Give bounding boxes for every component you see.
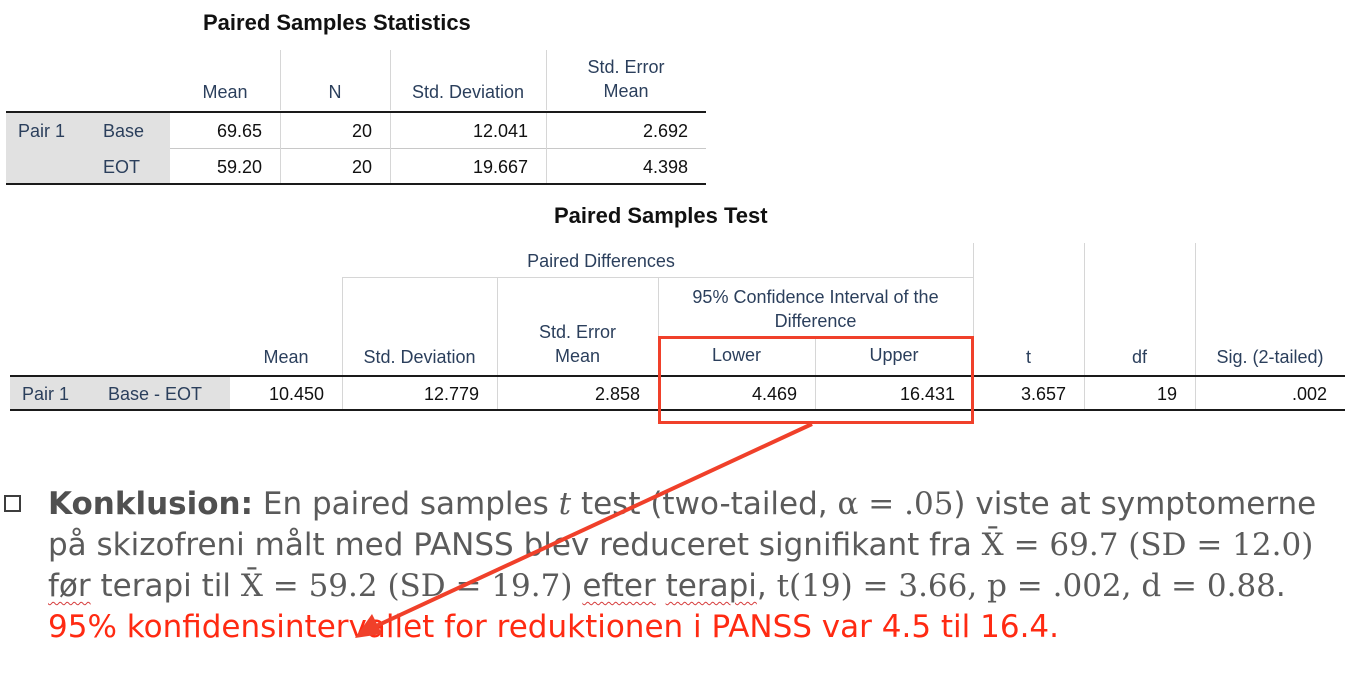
stats-cell-mean: 59.20: [216, 157, 262, 177]
conclusion-text-part: [656, 568, 666, 604]
test-ci-header-line2: Difference: [774, 311, 857, 331]
test-header-upper: Upper: [869, 345, 919, 365]
test-col-divider: [658, 277, 659, 375]
test-cell-lower: 4.469: [751, 384, 797, 404]
stats-header-std-err: Std. Error Mean: [546, 55, 706, 103]
stats-row-label: Base: [103, 121, 145, 141]
stats-cell-std-dev: 12.041: [472, 121, 528, 141]
test-header-std-err-line2: Mean: [554, 346, 601, 366]
test-pair-label: Pair 1: [22, 384, 70, 404]
conclusion-label: Konklusion:: [48, 486, 253, 522]
stats-col-divider: [280, 113, 281, 184]
test-cell-std-dev: 12.779: [423, 384, 479, 404]
stats-cell-n: 20: [351, 157, 372, 177]
conclusion-text-part: .: [1275, 568, 1286, 604]
stats-bottom-rule: [6, 183, 706, 185]
test-cell-mean: 10.450: [268, 384, 324, 404]
test-col-divider: [342, 377, 343, 409]
test-header-df: df: [1131, 347, 1147, 367]
stats-cell-std-dev: 19.667: [472, 157, 528, 177]
checkbox-bullet-icon: [4, 495, 21, 512]
conclusion-math: t(19) = 3.66, p = .002, d = 0.88: [776, 568, 1276, 604]
spellcheck-word: terapi: [665, 568, 757, 604]
conclusion-text-part: ,: [756, 568, 777, 604]
conclusion-text-part: terapi til: [90, 568, 241, 604]
conclusion-highlight: 95% konfidensintervallet for reduktionen…: [48, 609, 1060, 645]
conclusion-math: α = .05: [837, 486, 954, 522]
stats-cell-n: 20: [351, 121, 372, 141]
ci-highlight-box: [658, 336, 974, 424]
stats-cell-std-err: 4.398: [642, 157, 688, 177]
test-header-mean: Mean: [263, 347, 309, 367]
test-bottom-rule: [10, 409, 1345, 411]
test-row-label: Base - EOT: [108, 384, 203, 404]
test-col-divider: [815, 337, 816, 375]
test-ci-header-line1: 95% Confidence Interval of the: [692, 287, 939, 307]
test-group-header: Paired Differences: [527, 251, 675, 271]
stats-row-label-shade: [6, 113, 170, 184]
stats-header-std-err-line1: Std. Error: [587, 57, 665, 77]
test-col-divider: [497, 377, 498, 409]
test-header-std-err-line1: Std. Error: [538, 322, 617, 342]
stats-header-std-dev: Std. Deviation: [411, 82, 525, 102]
test-cell-upper: 16.431: [899, 384, 955, 404]
test-cell-std-err: 2.858: [594, 384, 640, 404]
test-table-title: Paired Samples Test: [554, 203, 768, 228]
test-header-rule: [10, 375, 1345, 377]
test-header-lower: Lower: [711, 345, 762, 365]
test-header-std-err: Std. Error Mean: [497, 320, 658, 368]
test-col-divider: [1084, 377, 1085, 409]
test-col-divider: [1195, 377, 1196, 409]
conclusion-math: X̄ = 69.7 (SD = 12.0): [981, 527, 1314, 563]
test-col-divider: [1195, 243, 1196, 375]
test-header-t: t: [1025, 347, 1031, 367]
test-cell-df: 19: [1156, 384, 1177, 404]
test-row-label-shade: [10, 377, 230, 409]
conclusion-math: X̄ = 59.2 (SD = 19.7): [240, 568, 573, 604]
stats-cell-mean: 69.65: [216, 121, 262, 141]
test-group-rule: [342, 277, 973, 278]
test-col-divider: [815, 377, 816, 409]
stats-col-divider: [390, 113, 391, 184]
test-col-divider: [342, 277, 343, 375]
stats-col-divider: [390, 50, 391, 110]
spellcheck-word: efter: [582, 568, 656, 604]
stats-pair-label: Pair 1: [18, 121, 66, 141]
spellcheck-word: før: [48, 568, 91, 604]
conclusion-text-part: test (two-tailed,: [571, 486, 838, 522]
test-col-divider: [1084, 243, 1085, 375]
stats-cell-std-err: 2.692: [642, 121, 688, 141]
stats-col-divider: [546, 50, 547, 110]
test-header-std-dev: Std. Deviation: [363, 347, 476, 367]
stats-col-divider: [546, 113, 547, 184]
test-ci-header: 95% Confidence Interval of the Differenc…: [658, 285, 973, 333]
conclusion-text: Konklusion: En paired samples t test (tw…: [48, 484, 1358, 648]
stats-col-divider: [280, 50, 281, 110]
test-cell-sig: .002: [1291, 384, 1327, 404]
stats-row-divider: [170, 148, 706, 149]
test-col-divider: [973, 243, 974, 375]
stats-table-title: Paired Samples Statistics: [203, 10, 471, 35]
stats-header-n: N: [328, 82, 342, 102]
test-header-sig: Sig. (2-tailed): [1216, 347, 1324, 367]
conclusion-text-part: En paired samples: [253, 486, 559, 522]
stats-header-std-err-line2: Mean: [603, 81, 649, 101]
conclusion-math: t: [558, 486, 572, 522]
stats-row-label: EOT: [103, 157, 141, 177]
test-col-divider: [497, 277, 498, 375]
stats-header-mean: Mean: [202, 82, 248, 102]
conclusion-text-part: [572, 568, 582, 604]
test-cell-t: 3.657: [1020, 384, 1066, 404]
stats-header-rule: [6, 111, 706, 113]
